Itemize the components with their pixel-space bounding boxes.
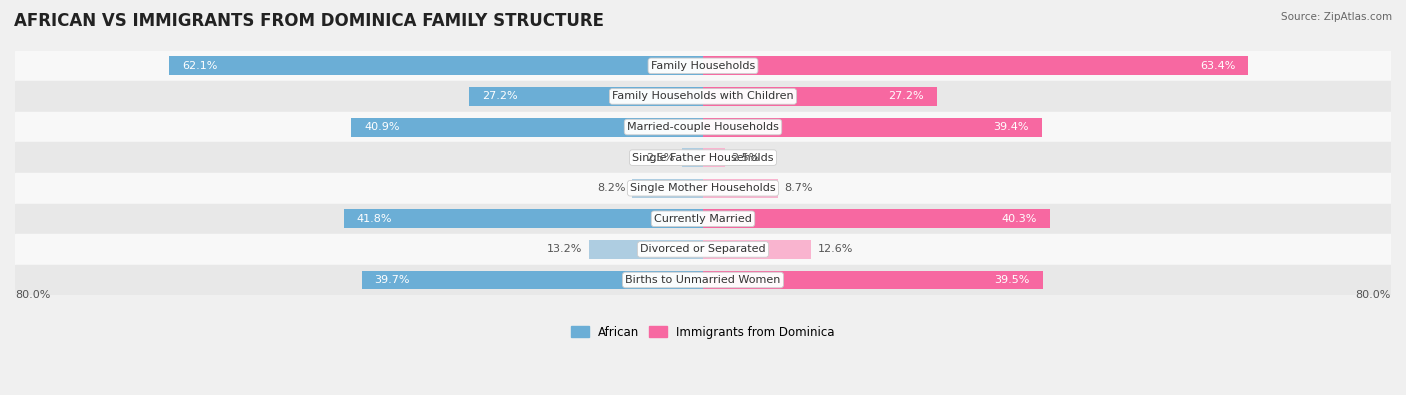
Bar — [352, 118, 703, 137]
Text: Currently Married: Currently Married — [654, 214, 752, 224]
Bar — [15, 265, 1391, 295]
Bar — [15, 112, 1391, 142]
Text: 12.6%: 12.6% — [818, 245, 853, 254]
Bar — [361, 271, 703, 290]
Bar — [703, 240, 811, 259]
Bar — [682, 148, 703, 167]
Bar — [703, 148, 724, 167]
Bar — [15, 173, 1391, 203]
Text: 39.5%: 39.5% — [994, 275, 1029, 285]
Text: 8.7%: 8.7% — [785, 183, 813, 193]
Text: 80.0%: 80.0% — [1355, 290, 1391, 300]
Bar — [15, 203, 1391, 234]
Text: 63.4%: 63.4% — [1199, 61, 1236, 71]
Text: 39.4%: 39.4% — [994, 122, 1029, 132]
Bar — [589, 240, 703, 259]
Bar — [343, 209, 703, 228]
Bar — [15, 234, 1391, 265]
Text: Single Mother Households: Single Mother Households — [630, 183, 776, 193]
Text: Source: ZipAtlas.com: Source: ZipAtlas.com — [1281, 12, 1392, 22]
Text: Single Father Households: Single Father Households — [633, 152, 773, 163]
Bar — [703, 87, 936, 106]
Bar — [470, 87, 703, 106]
Text: 39.7%: 39.7% — [374, 275, 411, 285]
Text: 13.2%: 13.2% — [547, 245, 582, 254]
Text: Family Households with Children: Family Households with Children — [612, 91, 794, 102]
Bar — [703, 209, 1050, 228]
Text: 2.5%: 2.5% — [731, 152, 759, 163]
Text: 41.8%: 41.8% — [356, 214, 392, 224]
Legend: African, Immigrants from Dominica: African, Immigrants from Dominica — [567, 321, 839, 343]
Text: 62.1%: 62.1% — [181, 61, 217, 71]
Bar — [703, 56, 1249, 75]
Text: AFRICAN VS IMMIGRANTS FROM DOMINICA FAMILY STRUCTURE: AFRICAN VS IMMIGRANTS FROM DOMINICA FAMI… — [14, 12, 605, 30]
Text: 8.2%: 8.2% — [598, 183, 626, 193]
Bar — [703, 271, 1043, 290]
Bar — [169, 56, 703, 75]
Text: Births to Unmarried Women: Births to Unmarried Women — [626, 275, 780, 285]
Bar — [703, 118, 1042, 137]
Bar — [633, 179, 703, 198]
Bar — [15, 142, 1391, 173]
Bar — [703, 179, 778, 198]
Text: 27.2%: 27.2% — [889, 91, 924, 102]
Text: Family Households: Family Households — [651, 61, 755, 71]
Text: 27.2%: 27.2% — [482, 91, 517, 102]
Bar — [15, 81, 1391, 112]
Text: Married-couple Households: Married-couple Households — [627, 122, 779, 132]
Text: 2.5%: 2.5% — [647, 152, 675, 163]
Text: 40.9%: 40.9% — [364, 122, 399, 132]
Text: 80.0%: 80.0% — [15, 290, 51, 300]
Text: 40.3%: 40.3% — [1001, 214, 1036, 224]
Text: Divorced or Separated: Divorced or Separated — [640, 245, 766, 254]
Bar — [15, 51, 1391, 81]
